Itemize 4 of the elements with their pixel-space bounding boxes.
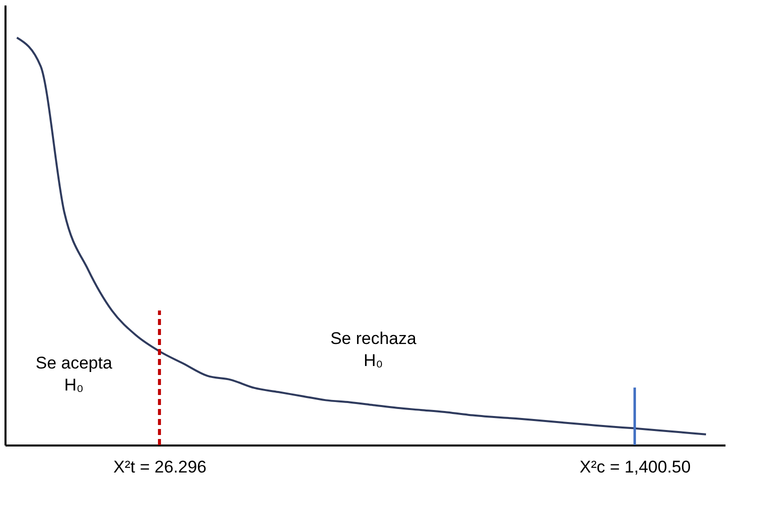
annotation: Se rechaza H₀ <box>330 329 417 370</box>
x-tick-label: X²t = 26.296 <box>113 458 206 476</box>
x-tick-label: X²c = 1,400.50 <box>580 458 691 476</box>
annotation: Se acepta H₀ <box>36 354 113 395</box>
